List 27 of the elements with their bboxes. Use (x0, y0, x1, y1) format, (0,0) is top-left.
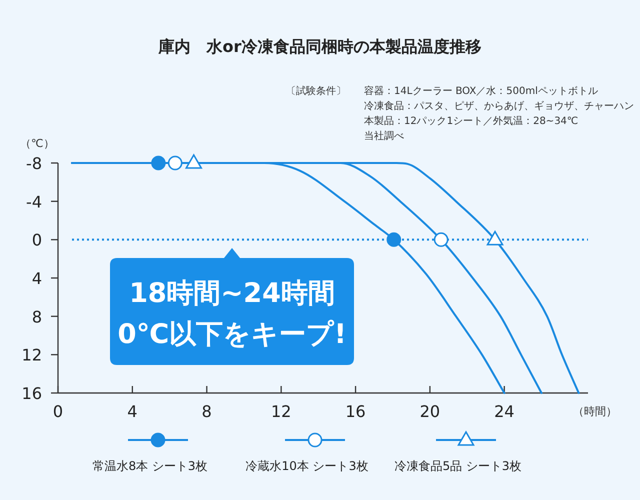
text: 冷凍食品：パスタ、ピザ、からあげ、ギョウザ、チャーハン (364, 100, 634, 112)
legend-label: 冷蔵水10本 シート3枚 (246, 459, 368, 473)
x-tick-label: 24 (494, 402, 514, 421)
text: 当社調べ (364, 130, 404, 142)
y-tick-label: 4 (32, 269, 42, 288)
text: 本製品：12パック1シート／外気温：28~34℃ (364, 115, 578, 127)
annotation: 18時間~24時間 (129, 278, 335, 309)
y-tick-label: 0 (32, 230, 42, 250)
x-tick-label: 8 (202, 402, 212, 421)
y-tick-label: 8 (32, 307, 42, 326)
x-tick-label: 16 (345, 402, 366, 421)
y-axis-title: （℃） (20, 137, 54, 150)
x-tick-label: 20 (420, 402, 440, 421)
y-tick-label: -4 (26, 192, 42, 212)
x-tick-label: 4 (127, 402, 138, 421)
legend-label: 常温水8本 シート3枚 (92, 459, 208, 473)
x-tick-label: 0 (52, 402, 64, 421)
y-tick-label: 16 (22, 384, 42, 403)
y-tick-label: 12 (22, 346, 42, 365)
chart-title: 庫内 水or冷凍食品同梱時の本製品温度推移 (158, 37, 482, 56)
annotation: 0℃以下をキープ! (118, 319, 346, 350)
legend-label: 冷凍食品5品 シート3枚 (394, 459, 522, 473)
text: 容器：14Lクーラー BOX／水：500mlペットボトル (364, 85, 598, 97)
y-tick-label: -8 (26, 154, 42, 173)
x-axis-title: （時間） (573, 405, 617, 418)
x-tick-label: 12 (270, 402, 292, 421)
text: 〔試験条件〕 (286, 85, 346, 97)
